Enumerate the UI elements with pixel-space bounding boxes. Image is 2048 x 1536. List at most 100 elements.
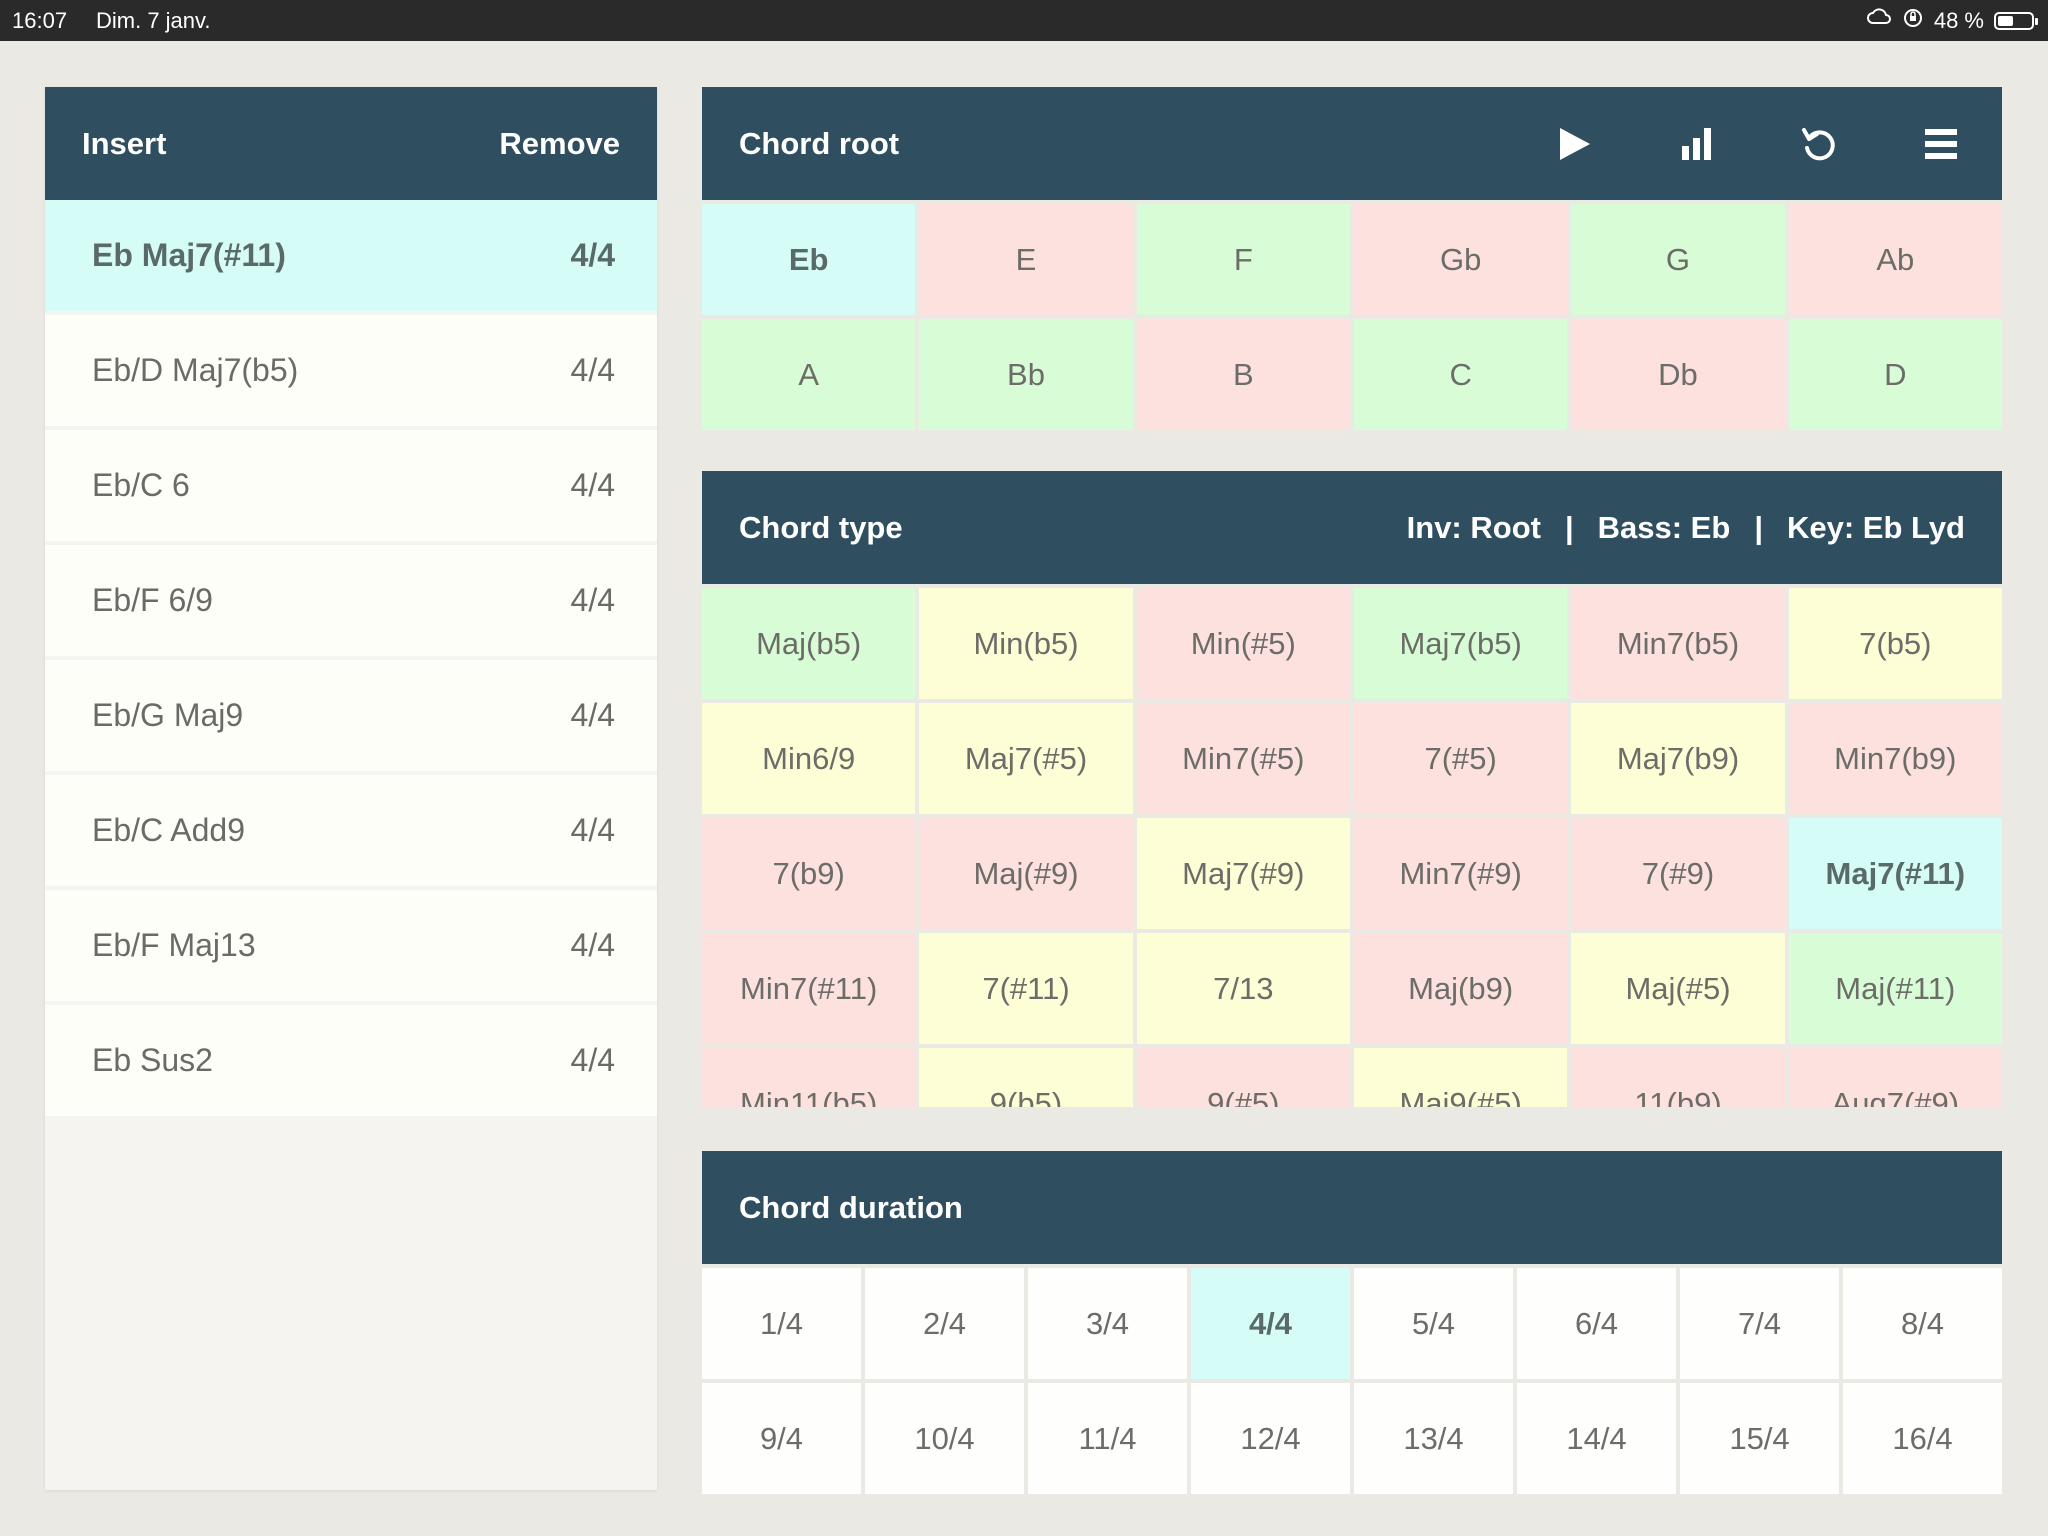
chord-list: Eb Maj7(#11) 4/4 Eb/D Maj7(b5) 4/4 Eb/C 6 4/4…	[45, 200, 657, 1120]
chord-root-cell[interactable]: Db	[1571, 319, 1785, 430]
chord-duration: 4/4	[570, 467, 615, 503]
chord-type-cell[interactable]: Maj(b9)	[1353, 933, 1568, 1044]
chord-type-panel: Chord type Inv: Root | Bass: Eb | Key: E…	[702, 471, 2002, 1107]
chord-type-cell[interactable]: 7(b5)	[1788, 588, 2002, 699]
cloud-sync-icon	[1866, 8, 1892, 34]
chord-type-cell[interactable]: Maj(#5)	[1571, 933, 1785, 1044]
chord-root-cell[interactable]: A	[702, 319, 916, 430]
chord-root-grid: Eb E F Gb G Ab A Bb B C Db D	[702, 204, 2002, 430]
separator: |	[1754, 509, 1763, 545]
menu-icon	[1925, 128, 1957, 159]
chord-type-cell[interactable]: 11(b9)	[1571, 1048, 1785, 1107]
chord-type-cell[interactable]: Min7(#5)	[1136, 703, 1350, 814]
chord-root-cell[interactable]: Bb	[919, 319, 1133, 430]
chord-type-cell[interactable]: Min11(b5)	[702, 1048, 916, 1107]
chord-type-cell[interactable]: Min6/9	[702, 703, 916, 814]
undo-button[interactable]	[1758, 87, 1880, 200]
chord-root-cell[interactable]: G	[1571, 204, 1785, 315]
chord-duration-cell[interactable]: 12/4	[1191, 1383, 1350, 1494]
chord-duration-cell[interactable]: 3/4	[1028, 1268, 1187, 1379]
chord-root-cell[interactable]: F	[1136, 204, 1350, 315]
chord-type-cell[interactable]: Min7(#9)	[1353, 818, 1568, 929]
chord-type-info: Inv: Root | Bass: Eb | Key: Eb Lyd	[1407, 471, 1965, 584]
chord-duration-cell[interactable]: 6/4	[1517, 1268, 1676, 1379]
stats-button[interactable]	[1636, 87, 1758, 200]
chord-list-item[interactable]: Eb/F Maj13 4/4	[45, 890, 657, 1001]
chord-list-item[interactable]: Eb/F 6/9 4/4	[45, 545, 657, 656]
chord-type-cell[interactable]: Min(#5)	[1136, 588, 1350, 699]
chord-root-cell[interactable]: D	[1788, 319, 2002, 430]
chord-type-cell[interactable]: Maj7(#9)	[1136, 818, 1350, 929]
chord-duration: 4/4	[570, 352, 615, 388]
chord-duration-cell[interactable]: 13/4	[1354, 1383, 1513, 1494]
chord-root-header: Chord root	[702, 87, 2002, 200]
chord-duration-cell[interactable]: 15/4	[1680, 1383, 1839, 1494]
chord-duration: 4/4	[570, 1042, 615, 1078]
chord-type-cell[interactable]: 7(#9)	[1571, 818, 1785, 929]
chord-duration-cell[interactable]: 2/4	[865, 1268, 1024, 1379]
chord-duration: 4/4	[570, 237, 615, 273]
chord-type-cell[interactable]: Min7(#11)	[702, 933, 916, 1044]
chord-type-cell[interactable]: Maj(b5)	[702, 588, 916, 699]
chord-root-panel: Chord root Eb E F Gb G Ab A Bb B C Db D	[702, 87, 2002, 430]
chord-root-cell[interactable]: B	[1136, 319, 1350, 430]
chord-list-item[interactable]: Eb Sus2 4/4	[45, 1005, 657, 1116]
battery-percent: 48 %	[1933, 8, 1984, 33]
chord-root-cell[interactable]: C	[1353, 319, 1568, 430]
chord-type-cell[interactable]: Min7(b9)	[1788, 703, 2002, 814]
chord-root-title: Chord root	[739, 125, 900, 161]
chord-duration-cell[interactable]: 5/4	[1354, 1268, 1513, 1379]
chord-type-cell[interactable]: Maj7(#11)	[1788, 818, 2002, 929]
chord-duration-grid: 1/4 2/4 3/4 4/4 5/4 6/4 7/4 8/4 9/4 10/4 11/4 12/4 1…	[702, 1268, 2002, 1494]
orientation-lock-icon	[1902, 7, 1924, 35]
chord-duration-cell[interactable]: 8/4	[1843, 1268, 2002, 1379]
undo-icon	[1802, 127, 1835, 160]
chord-type-cell[interactable]: Maj(#9)	[919, 818, 1133, 929]
chord-duration-cell[interactable]: 1/4	[702, 1268, 861, 1379]
chord-type-cell[interactable]: Maj(#11)	[1788, 933, 2002, 1044]
chord-type-cell[interactable]: Maj7(#5)	[919, 703, 1133, 814]
chord-type-cell[interactable]: Min7(b5)	[1571, 588, 1785, 699]
chord-root-cell[interactable]: Ab	[1788, 204, 2002, 315]
chord-type-grid: Maj(b5) Min(b5) Min(#5) Maj7(b5) Min7(b5) 7(b…	[702, 588, 2002, 1107]
chord-duration-cell[interactable]: 4/4	[1191, 1268, 1350, 1379]
chord-type-cell[interactable]: Maj7(b5)	[1353, 588, 1568, 699]
play-button[interactable]	[1514, 87, 1636, 200]
chord-type-cell[interactable]: 7(#5)	[1353, 703, 1568, 814]
chord-list-item[interactable]: Eb/C 6 4/4	[45, 430, 657, 541]
chord-duration-cell[interactable]: 11/4	[1028, 1383, 1187, 1494]
remove-button[interactable]: Remove	[499, 125, 620, 161]
insert-button[interactable]: Insert	[82, 125, 167, 161]
chord-duration-cell[interactable]: 16/4	[1843, 1383, 2002, 1494]
chord-type-cell[interactable]: Maj9(#5)	[1353, 1048, 1568, 1107]
chord-duration-cell[interactable]: 7/4	[1680, 1268, 1839, 1379]
separator: |	[1564, 509, 1574, 545]
chord-type-cell[interactable]: 7(#11)	[919, 933, 1133, 1044]
chord-type-cell[interactable]: Maj7(b9)	[1571, 703, 1785, 814]
chord-type-title: Chord type	[739, 509, 903, 545]
chord-list-item[interactable]: Eb/D Maj7(b5) 4/4	[45, 315, 657, 426]
chord-duration-cell[interactable]: 10/4	[865, 1383, 1024, 1494]
battery-icon	[1994, 12, 2038, 30]
chord-type-cell[interactable]: Min(b5)	[919, 588, 1133, 699]
chord-list-item[interactable]: Eb Maj7(#11) 4/4	[45, 200, 657, 311]
chord-duration-cell[interactable]: 9/4	[702, 1383, 861, 1494]
chord-type-cell[interactable]: 7/13	[1136, 933, 1350, 1044]
chord-root-cell[interactable]: Eb	[702, 204, 916, 315]
menu-button[interactable]	[1880, 87, 2002, 200]
chord-root-cell[interactable]: Gb	[1353, 204, 1568, 315]
inversion-label[interactable]: Inv: Root	[1406, 509, 1541, 545]
bass-label[interactable]: Bass: Eb	[1597, 509, 1731, 545]
chord-type-cell[interactable]: Aug7(#9)	[1788, 1048, 2002, 1107]
status-date: Dim. 7 janv.	[96, 8, 211, 33]
chord-list-item[interactable]: Eb/C Add9 4/4	[45, 775, 657, 886]
status-time: 16:07	[12, 8, 68, 33]
chord-list-item[interactable]: Eb/G Maj9 4/4	[45, 660, 657, 771]
chord-type-cell[interactable]: 9(#5)	[1136, 1048, 1350, 1107]
chord-type-cell[interactable]: 9(b5)	[919, 1048, 1133, 1107]
chord-type-cell[interactable]: 7(b9)	[702, 818, 916, 929]
key-label[interactable]: Key: Eb Lyd	[1787, 509, 1965, 545]
chord-duration-cell[interactable]: 14/4	[1517, 1383, 1676, 1494]
chord-root-cell[interactable]: E	[919, 204, 1133, 315]
chord-name: Eb/F 6/9	[92, 582, 213, 618]
